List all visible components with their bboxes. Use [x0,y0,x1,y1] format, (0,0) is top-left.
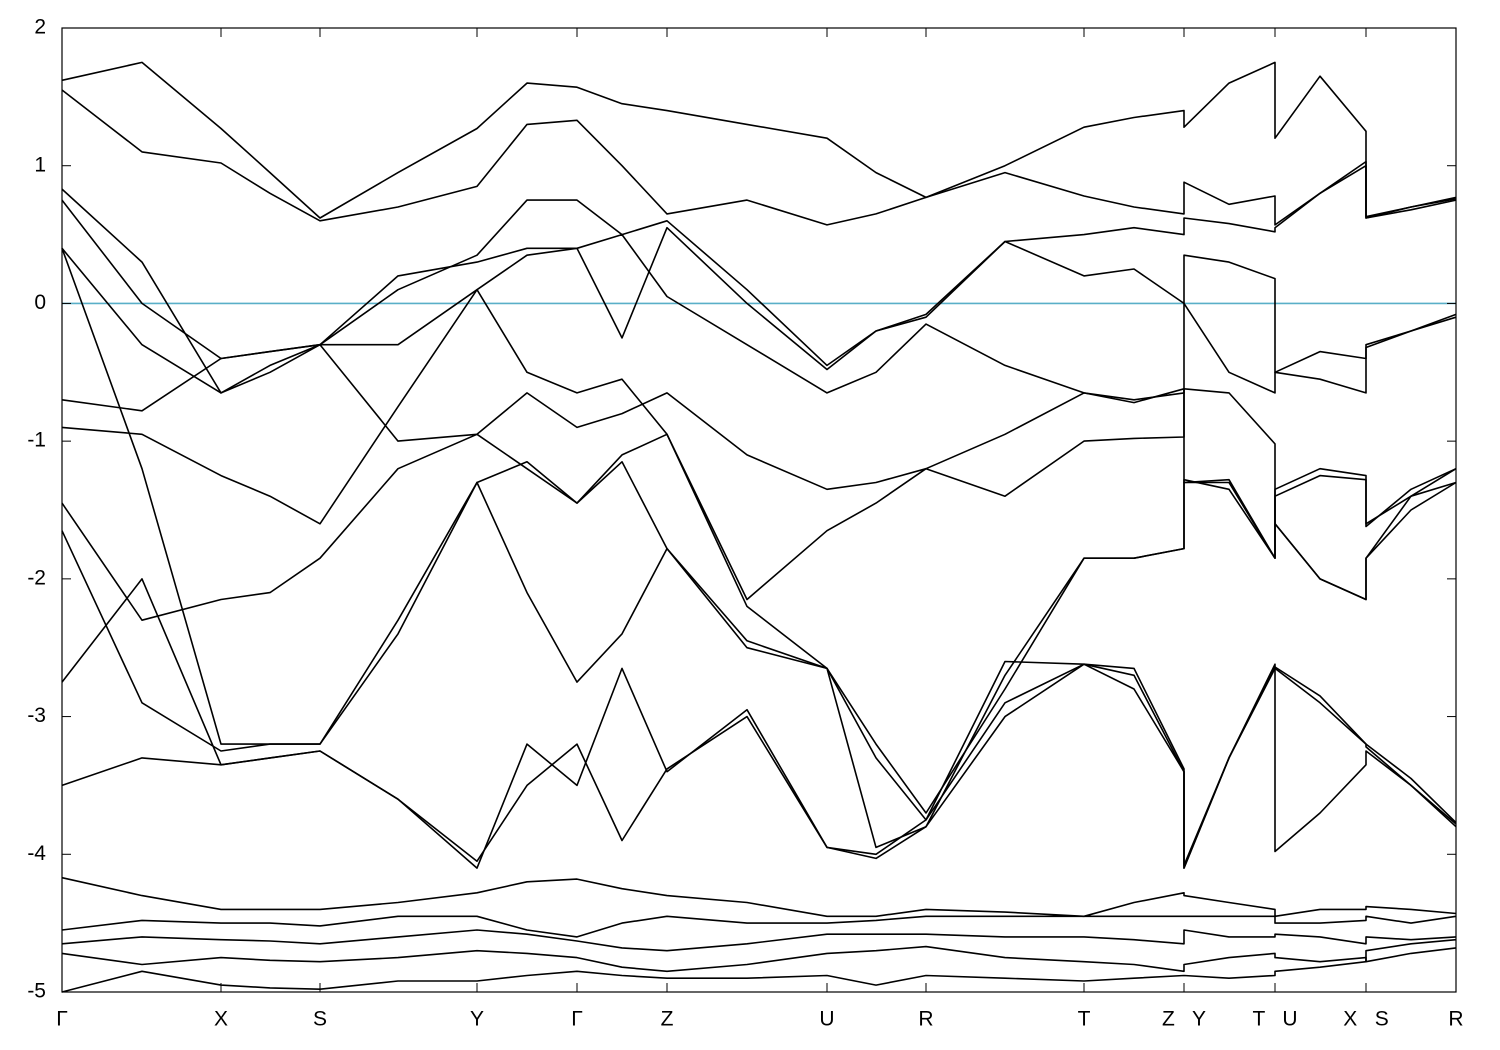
band-line [61,343,1457,559]
band-line [61,233,1457,401]
band-line [61,938,1457,993]
axes: Γ X S Y Γ Z U R T Z Y T U X S R -5 -4 -3 -2 -1 0 1 2 [27,16,1463,1031]
x-tick-label: R [918,1008,933,1031]
y-tick-label: -2 [27,566,46,589]
band-line [61,89,1457,226]
band-line [61,61,1457,219]
x-tick-label: T [1078,1008,1091,1031]
x-tick-label: R [1448,1008,1463,1031]
x-tick-label: Γ [56,1008,68,1031]
x-tick-label: Z [661,1008,674,1031]
x-tick-label: Γ [571,1008,583,1031]
x-tick-label: Z Y [1162,1008,1206,1031]
band-line [61,199,1457,374]
y-tick-label: -5 [27,980,46,1003]
band-line [61,288,1457,601]
band-line [61,929,1457,952]
x-tick-label: Y [470,1008,484,1031]
band-line [61,663,1457,867]
band-line [61,915,1457,938]
band-line [61,945,1457,973]
y-tick-label: -1 [27,429,46,452]
band-line [61,876,1457,918]
y-tick-label: -3 [27,704,46,727]
x-tick-label: X [214,1008,228,1031]
x-tick-label: U [819,1008,834,1031]
y-tick-label: 2 [34,16,46,39]
plot-frame [61,27,1457,993]
band-line [61,248,1457,869]
x-tick-label: S [313,1008,327,1031]
band-line [61,164,1457,394]
y-tick-label: 1 [34,153,46,176]
band-line [61,467,1457,814]
x-tick-label: X S [1343,1008,1389,1031]
y-tick-label: 0 [34,291,46,314]
bands [61,61,1457,993]
y-tick-label: -4 [27,842,46,865]
x-tick-label: T U [1252,1008,1297,1031]
